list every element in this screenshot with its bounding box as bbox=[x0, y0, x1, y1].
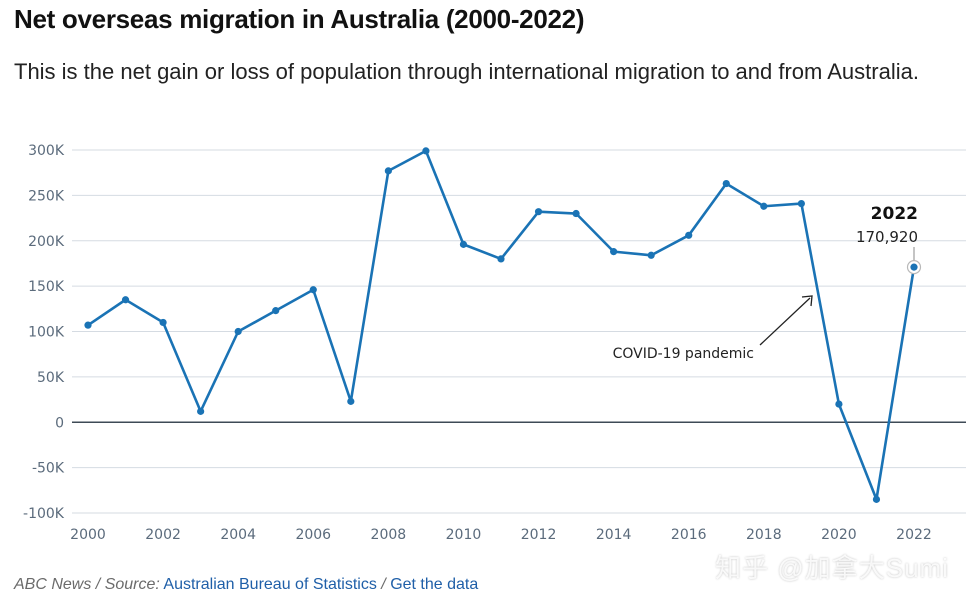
x-tick-label: 2018 bbox=[746, 527, 782, 543]
x-tick-label: 2020 bbox=[821, 527, 857, 543]
x-tick-label: 2014 bbox=[596, 527, 632, 543]
annotation-arrow-line bbox=[759, 297, 811, 346]
data-point bbox=[384, 167, 392, 175]
data-point bbox=[685, 231, 693, 239]
y-tick-label: 100K bbox=[28, 325, 65, 341]
x-tick-label: 2010 bbox=[446, 527, 482, 543]
y-tick-label: 50K bbox=[37, 370, 65, 386]
data-point bbox=[910, 263, 918, 271]
x-tick-label: 2012 bbox=[521, 527, 557, 543]
chart-footer: ABC News / Source: Australian Bureau of … bbox=[14, 576, 479, 593]
credit-text: ABC News bbox=[14, 576, 92, 593]
data-point bbox=[647, 251, 655, 259]
data-point bbox=[722, 179, 730, 188]
y-tick-label: 200K bbox=[28, 234, 65, 250]
data-point bbox=[797, 199, 805, 208]
watermark-text: 知乎 @加拿大Sumi bbox=[715, 553, 949, 583]
chart-subtitle: This is the net gain or loss of populati… bbox=[14, 59, 919, 84]
data-point bbox=[197, 407, 205, 415]
y-tick-label: 250K bbox=[28, 188, 65, 204]
data-point bbox=[497, 255, 505, 263]
source-label: Source: bbox=[104, 576, 160, 593]
data-point bbox=[610, 248, 618, 256]
data-point bbox=[347, 397, 355, 405]
callout-year-label: 2022 bbox=[871, 204, 918, 224]
annotation-arrow-head bbox=[801, 295, 813, 307]
x-tick-label: 2002 bbox=[145, 527, 181, 543]
data-point bbox=[872, 495, 881, 503]
get-data-link[interactable]: Get the data bbox=[390, 576, 479, 593]
chart-title: Net overseas migration in Australia (200… bbox=[14, 4, 585, 34]
y-tick-label: 0 bbox=[55, 415, 64, 431]
data-point bbox=[159, 318, 167, 327]
data-point bbox=[572, 209, 580, 218]
data-point bbox=[422, 147, 430, 155]
data-point bbox=[835, 400, 843, 408]
y-tick-label: -50K bbox=[32, 461, 65, 477]
annotation-label: COVID-19 pandemic bbox=[613, 346, 754, 362]
x-tick-label: 2022 bbox=[896, 527, 932, 543]
y-tick-label: 150K bbox=[28, 279, 65, 295]
x-tick-label: 2000 bbox=[70, 527, 106, 543]
data-point bbox=[121, 296, 130, 304]
series-line bbox=[87, 149, 916, 501]
data-point bbox=[760, 202, 768, 210]
y-tick-label: 300K bbox=[28, 143, 65, 159]
data-point bbox=[459, 240, 468, 248]
x-tick-label: 2004 bbox=[220, 527, 256, 543]
data-point bbox=[309, 286, 317, 294]
source-link[interactable]: Australian Bureau of Statistics bbox=[163, 576, 377, 593]
data-point bbox=[234, 327, 242, 336]
x-tick-label: 2008 bbox=[371, 527, 407, 543]
y-tick-label: -100K bbox=[23, 506, 65, 522]
x-tick-label: 2006 bbox=[295, 527, 331, 543]
data-point bbox=[534, 208, 543, 216]
data-point bbox=[84, 321, 92, 329]
x-tick-label: 2016 bbox=[671, 527, 707, 543]
data-point bbox=[272, 307, 280, 315]
callout-value-label: 170,920 bbox=[856, 228, 918, 246]
